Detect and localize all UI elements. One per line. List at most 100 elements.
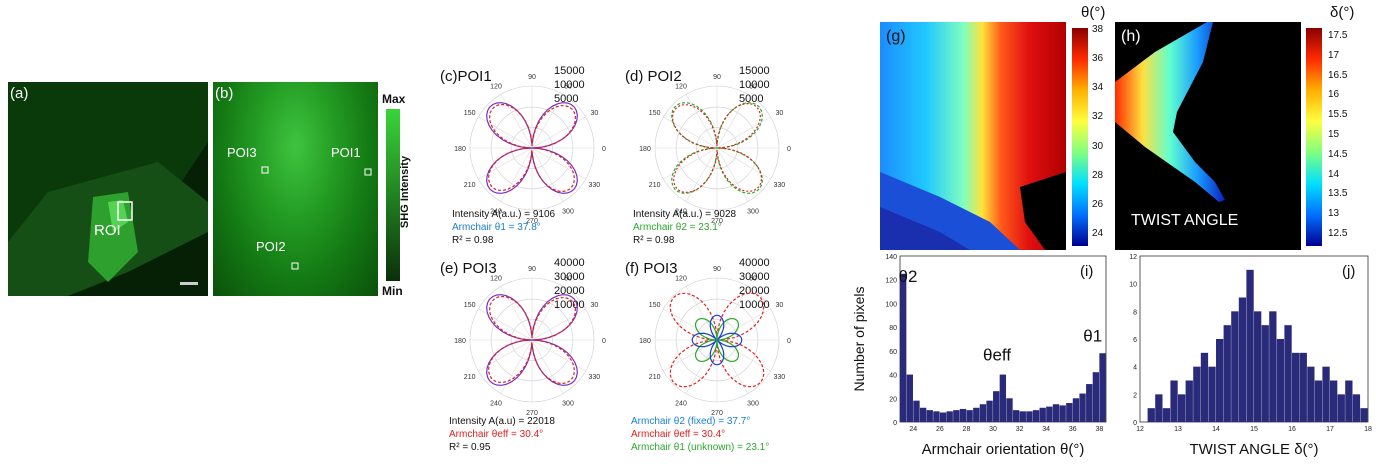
polar-angle-label: 300 <box>562 208 574 215</box>
hist-bar <box>1307 366 1315 422</box>
histogram-j: 12 10 8 6 4 2 0 12 13 14 15 16 17 18 TWIST ANGLE δ(°)(… <box>1112 250 1374 462</box>
hist-xtick: 28 <box>963 426 971 433</box>
hist-bar <box>933 411 940 422</box>
polar-c-armchair: Armchair θ1 = 37.8° <box>452 222 541 233</box>
polar-radial-label: 30000 <box>739 271 770 283</box>
polar-spoke <box>531 339 586 372</box>
polar-radial-label: 15000 <box>554 65 585 77</box>
polar-spoke <box>531 147 564 202</box>
hist-bar <box>939 412 947 422</box>
hist-ytick: 12 <box>1129 254 1137 261</box>
panel-a-flake <box>8 82 208 296</box>
map-g-unit: θ(°) <box>1081 4 1106 21</box>
polar-angle-label: 300 <box>562 400 574 407</box>
hist-bar <box>1208 366 1216 422</box>
polar-angle-label: 30 <box>775 110 783 117</box>
polar-angle-label: 330 <box>589 182 601 189</box>
map-h-unit: δ(°) <box>1330 4 1355 21</box>
colorbar-tick: 13.5 <box>1328 188 1348 200</box>
polar-radial-label: 40000 <box>554 257 585 269</box>
hist-bar <box>1314 380 1323 422</box>
hist-ytick: 100 <box>885 301 897 308</box>
hist-ytick: 4 <box>1133 365 1137 372</box>
hist-bar <box>1072 398 1080 422</box>
hist-bar <box>1216 339 1224 422</box>
polar-curve <box>694 317 740 363</box>
polar-angle-label: 60 <box>749 276 757 283</box>
hist-bar <box>979 404 987 422</box>
polar-e-title: (e) POI3 <box>440 260 497 277</box>
hist-ytick: 40 <box>889 373 897 380</box>
map-h-colorbar <box>1306 28 1322 246</box>
hist-bar <box>1155 394 1163 422</box>
hist-bar <box>1032 410 1040 422</box>
hist-bar <box>1200 352 1209 422</box>
polar-angle-label: 90 <box>713 266 721 273</box>
colorbar-tick: 17.5 <box>1328 30 1348 41</box>
panel-b-poi-markers <box>261 166 372 270</box>
hist-bar <box>926 410 933 422</box>
polar-angle-label: 210 <box>464 374 476 381</box>
hist-xlabel: TWIST ANGLE δ(°) <box>1189 441 1318 458</box>
polar-spoke <box>531 147 586 180</box>
polar-e-intensity: Intensity A(a.u) = 22018 <box>449 416 555 427</box>
polar-spoke <box>716 147 749 202</box>
map-h-letter: (h) <box>1121 28 1141 45</box>
hist-xtick: 13 <box>1174 426 1182 433</box>
hist-ytick: 80 <box>889 325 897 332</box>
polar-angle-label: 90 <box>528 74 536 81</box>
hist-ylabel: Number of pixels <box>851 286 867 391</box>
hist-bar <box>1086 384 1093 422</box>
polar-angle-label: 0 <box>787 146 791 153</box>
map-h-overlay <box>1115 22 1225 202</box>
hist-ytick: 10 <box>1129 282 1137 289</box>
colorbar-tick: 28 <box>1092 169 1104 181</box>
polar-angle-label: 210 <box>649 374 661 381</box>
polar-d-title: (d) POI2 <box>625 68 682 85</box>
hist-bar <box>1026 411 1033 422</box>
shg-min-label: Min <box>382 284 403 298</box>
hist-bar <box>999 374 1007 422</box>
polar-angle-label: 180 <box>639 146 651 153</box>
shg-axis-title: SHG Intensity <box>399 155 411 229</box>
polar-angle-label: 330 <box>774 374 786 381</box>
hist-bar <box>986 400 993 422</box>
polar-angle-label: 300 <box>747 208 759 215</box>
polar-angle-label: 0 <box>602 338 606 345</box>
hist-bar <box>1039 407 1046 422</box>
hist-bar <box>1330 380 1338 422</box>
polar-angle-label: 180 <box>454 146 466 153</box>
polar-curve <box>487 295 577 385</box>
hist-i-annotation-t1: θ1 <box>1083 326 1102 345</box>
polar-angle-label: 240 <box>490 208 502 215</box>
polar-angle-label: 270 <box>526 410 538 417</box>
colorbar-tick: 26 <box>1092 198 1104 210</box>
hist-ytick: 0 <box>893 420 897 427</box>
hist-bar <box>1059 405 1066 422</box>
map-g-overlay <box>880 172 1066 250</box>
map-h-caption: TWIST ANGLE <box>1131 212 1239 229</box>
polar-spoke <box>531 339 564 394</box>
poi3-label: POI3 <box>227 145 257 160</box>
hist-i-annotation-teff: θeff <box>983 345 1011 364</box>
polar-c-title: (c)POI1 <box>440 68 492 85</box>
polar-angle-label: 30 <box>590 302 598 309</box>
polar-d-r2: R² = 0.98 <box>633 235 675 246</box>
polar-radial-label: 20000 <box>554 285 585 297</box>
polar-spoke <box>500 339 533 394</box>
polar-c-r2: R² = 0.98 <box>452 235 494 246</box>
polar-angle-label: 0 <box>787 338 791 345</box>
polar-angle-label: 150 <box>649 302 661 309</box>
polar-curve <box>486 294 578 386</box>
polar-spoke <box>716 147 771 180</box>
hist-letter: (i) <box>1080 263 1093 280</box>
hist-bar <box>1345 380 1353 422</box>
hist-xtick: 16 <box>1288 426 1296 433</box>
hist-bar <box>1066 403 1073 422</box>
histogram-i: 140 120 100 80 60 40 20 0 24 26 28 30 32 34 36 38 Armcha… <box>850 250 1112 462</box>
hist-i-annotation-t2: θ2 <box>899 267 918 286</box>
polar-angle-label: 120 <box>490 276 502 283</box>
polar-f-line2: Armchair θeff = 30.4° <box>631 429 726 440</box>
hist-bar <box>1352 394 1361 422</box>
polar-e-armchair: Armchair θeff = 30.4° <box>449 429 544 440</box>
